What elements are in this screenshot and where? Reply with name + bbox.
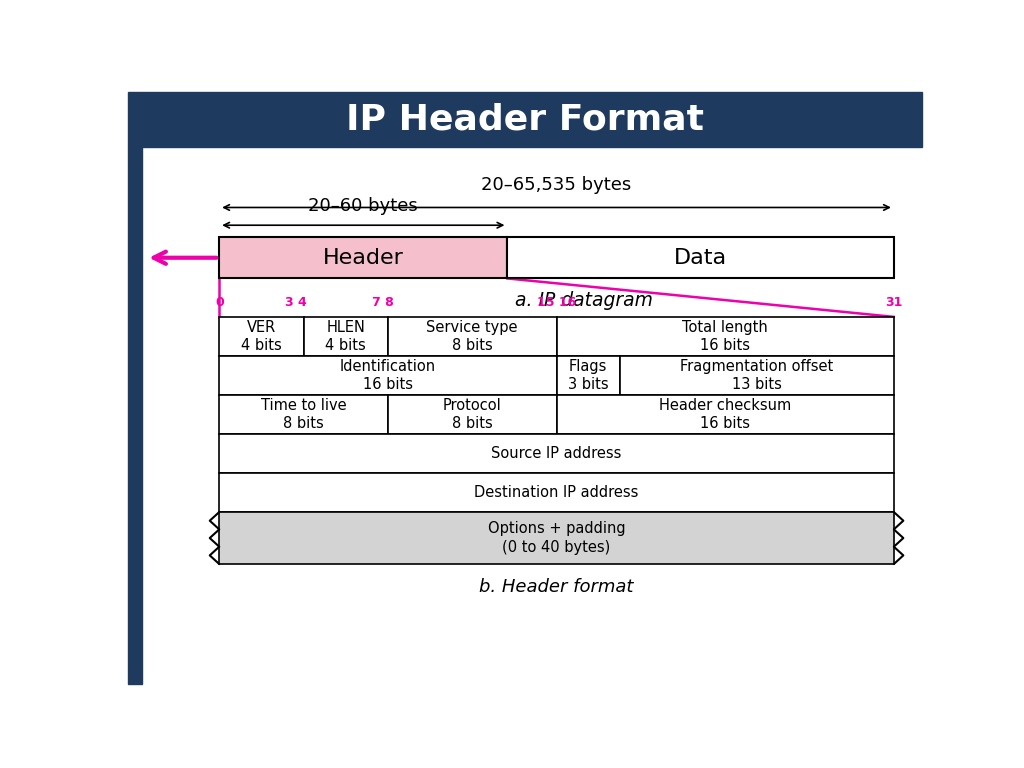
Bar <box>219 434 894 473</box>
Text: 0: 0 <box>215 296 223 310</box>
Text: IP Header Format: IP Header Format <box>346 102 703 137</box>
Bar <box>219 237 507 279</box>
Text: Header checksum
16 bits: Header checksum 16 bits <box>659 398 792 432</box>
Text: Source IP address: Source IP address <box>492 446 622 461</box>
Text: b. Header format: b. Header format <box>479 578 634 595</box>
Bar <box>128 147 142 684</box>
Text: VER
4 bits: VER 4 bits <box>241 319 282 353</box>
Text: a. IP datagram: a. IP datagram <box>515 291 653 310</box>
Text: Data: Data <box>674 248 727 268</box>
Bar <box>303 317 388 356</box>
Text: Time to live
8 bits: Time to live 8 bits <box>261 398 346 432</box>
Text: Options + padding
(0 to 40 bytes): Options + padding (0 to 40 bytes) <box>487 521 626 554</box>
Bar <box>388 317 557 356</box>
Bar <box>219 395 388 434</box>
Bar <box>219 356 557 395</box>
Text: 7 8: 7 8 <box>372 296 393 310</box>
Bar <box>557 317 894 356</box>
Text: Header: Header <box>323 248 403 268</box>
Text: Flags
3 bits: Flags 3 bits <box>568 359 608 392</box>
Text: Fragmentation offset
13 bits: Fragmentation offset 13 bits <box>680 359 834 392</box>
Text: 20–60 bytes: 20–60 bytes <box>308 197 418 214</box>
Text: Protocol
8 bits: Protocol 8 bits <box>442 398 502 432</box>
Bar <box>620 356 894 395</box>
Bar <box>557 356 620 395</box>
Text: Total length
16 bits: Total length 16 bits <box>682 319 768 353</box>
Text: 15 16: 15 16 <box>537 296 577 310</box>
Text: Identification
16 bits: Identification 16 bits <box>340 359 436 392</box>
Text: 3 4: 3 4 <box>285 296 306 310</box>
Text: 20–65,535 bytes: 20–65,535 bytes <box>481 177 632 194</box>
Text: Service type
8 bits: Service type 8 bits <box>426 319 518 353</box>
Text: HLEN
4 bits: HLEN 4 bits <box>326 319 367 353</box>
Bar <box>219 473 894 512</box>
Bar <box>388 395 557 434</box>
Bar <box>219 512 894 564</box>
Text: Destination IP address: Destination IP address <box>474 485 639 500</box>
Bar <box>507 237 894 279</box>
Bar <box>557 395 894 434</box>
Bar <box>219 317 303 356</box>
Text: 31: 31 <box>885 296 902 310</box>
Bar <box>128 92 922 147</box>
